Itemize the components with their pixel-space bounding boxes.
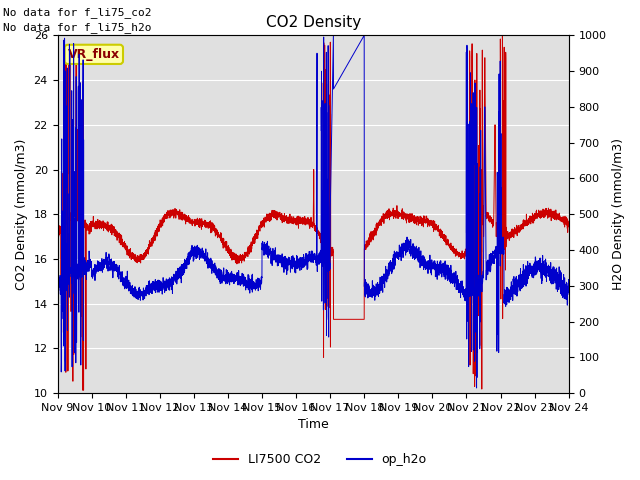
Legend: LI7500 CO2, op_h2o: LI7500 CO2, op_h2o (209, 448, 431, 471)
X-axis label: Time: Time (298, 419, 328, 432)
Y-axis label: CO2 Density (mmol/m3): CO2 Density (mmol/m3) (15, 139, 28, 290)
Y-axis label: H2O Density (mmol/m3): H2O Density (mmol/m3) (612, 138, 625, 290)
Text: No data for f_li75_co2: No data for f_li75_co2 (3, 7, 152, 18)
Text: VR_flux: VR_flux (68, 48, 120, 61)
Text: No data for f_li75_h2o: No data for f_li75_h2o (3, 22, 152, 33)
Title: CO2 Density: CO2 Density (266, 15, 361, 30)
